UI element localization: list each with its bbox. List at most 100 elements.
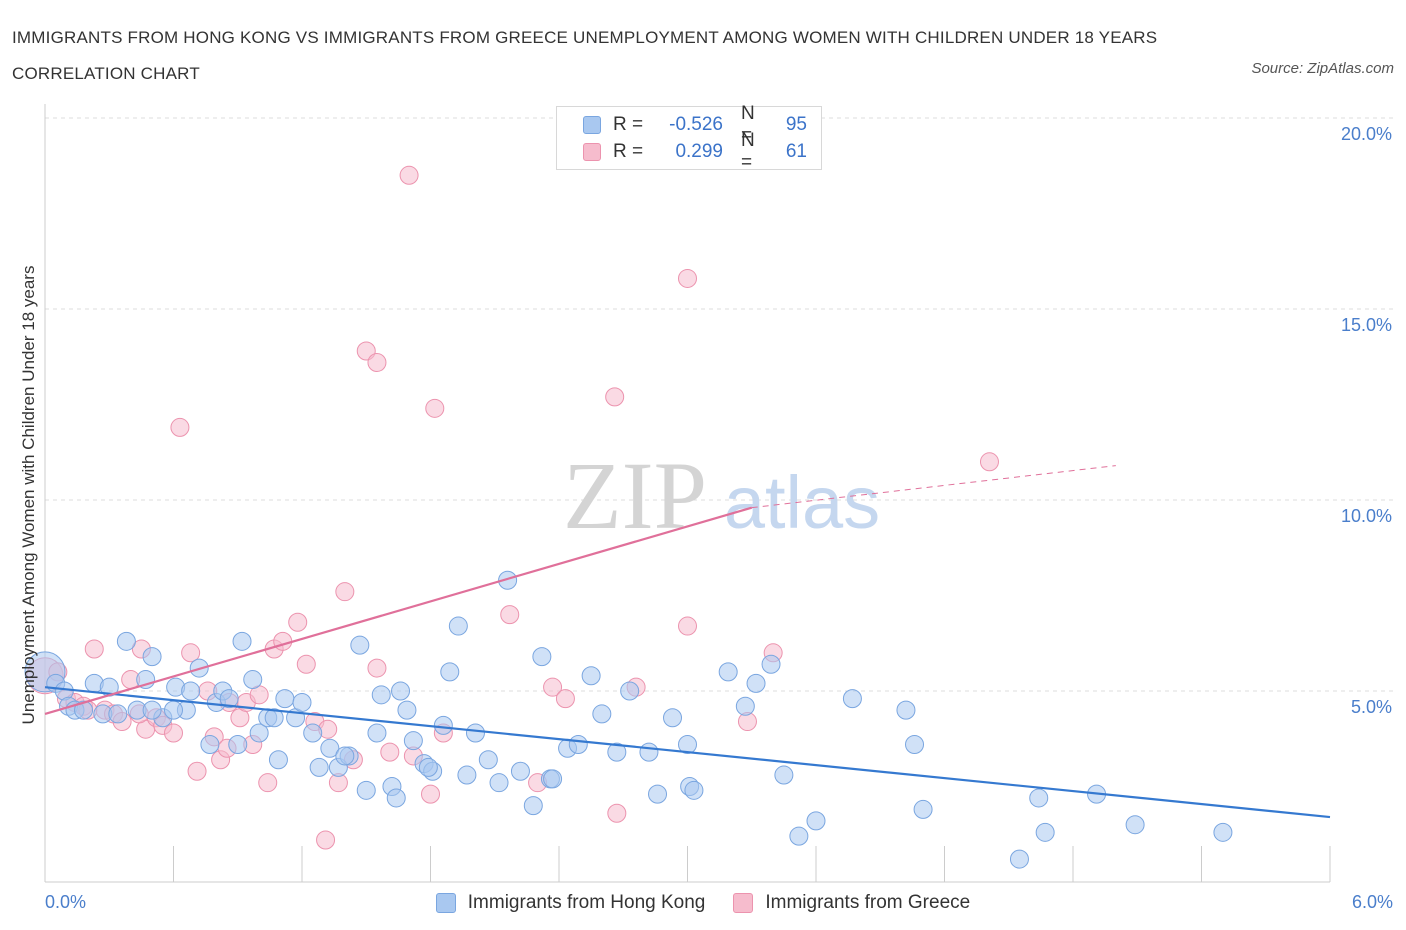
hong-kong-point xyxy=(309,757,329,777)
hong-kong-point xyxy=(335,746,355,766)
greece-point xyxy=(555,689,575,709)
hong-kong-point xyxy=(905,734,925,754)
hong-kong-point xyxy=(142,700,162,720)
x-tick-label: 0.0% xyxy=(45,892,86,912)
hong-kong-point xyxy=(1125,815,1145,835)
legend-row-greece: R = 0.299 N = 61 xyxy=(583,130,807,173)
greece-point xyxy=(543,677,563,697)
hong-kong-point xyxy=(367,723,387,743)
hong-kong-point xyxy=(371,685,391,705)
hong-kong-point xyxy=(678,734,697,754)
hong-kong-point xyxy=(806,811,826,831)
y-tick-label: 20.0% xyxy=(1341,124,1392,144)
n-label: N = xyxy=(741,103,755,146)
greece-point xyxy=(164,723,183,743)
source-note: Source: ZipAtlas.com xyxy=(1251,60,1394,77)
chart-title: IMMIGRANTS FROM HONG KONG VS IMMIGRANTS … xyxy=(12,28,1158,83)
hong-kong-swatch xyxy=(583,116,601,134)
y-tick-label: 10.0% xyxy=(1341,506,1392,526)
hong-kong-point xyxy=(228,734,248,754)
greece-point xyxy=(258,773,278,793)
legend-row-hong-kong: R = -0.526 N = 95 xyxy=(583,103,807,146)
greece-swatch xyxy=(583,143,601,161)
greece-point xyxy=(678,616,697,636)
hong-kong-point xyxy=(639,742,659,762)
hong-kong-point xyxy=(1029,788,1049,808)
hong-kong-point xyxy=(1213,822,1233,842)
greece-swatch xyxy=(733,893,754,913)
hong-kong-point xyxy=(532,647,552,667)
greece-point xyxy=(335,582,355,602)
greece-point xyxy=(425,398,445,418)
greece-point xyxy=(288,612,308,632)
watermark-atlas: atlas xyxy=(724,461,880,544)
tick-labels: 5.0% 10.0% 15.0% 20.0% 0.0% 6.0% xyxy=(45,124,1393,912)
hong-kong-point xyxy=(581,666,601,686)
hong-kong-point xyxy=(200,734,220,754)
legend-item-hong-kong: Immigrants from Hong Kong xyxy=(435,892,706,914)
greece-point xyxy=(316,830,336,850)
greece-point xyxy=(605,387,625,407)
greece-point xyxy=(380,742,400,762)
axes xyxy=(44,104,1331,883)
hong-kong-point xyxy=(386,788,406,808)
greece-point xyxy=(500,605,520,625)
n-value: 61 xyxy=(785,141,807,162)
greece-trend-line xyxy=(44,506,753,715)
correlation-legend: R = -0.526 N = 95 R = 0.299 N = 61 xyxy=(556,103,822,173)
series-legend: Immigrants from Hong Kong Immigrants fro… xyxy=(0,890,1406,916)
hong-kong-point xyxy=(249,723,269,743)
hong-kong-point xyxy=(761,654,781,674)
hong-kong-point xyxy=(164,700,183,720)
hong-kong-point xyxy=(219,689,239,709)
greece-point xyxy=(296,654,316,674)
hong-kong-point xyxy=(320,738,340,758)
greece-point xyxy=(273,631,293,651)
hong-kong-trend-line xyxy=(44,686,1331,819)
greece-point xyxy=(187,761,207,781)
hong-kong-point xyxy=(350,635,370,655)
hong-kong-point xyxy=(268,750,288,770)
hong-kong-point xyxy=(465,723,485,743)
hong-kong-point xyxy=(232,631,252,651)
hong-kong-swatch xyxy=(435,893,456,913)
hong-kong-point xyxy=(842,689,862,709)
hong-kong-point xyxy=(457,765,477,785)
greece-point xyxy=(181,643,201,663)
hong-kong-point xyxy=(498,570,518,590)
hong-kong-point xyxy=(620,681,640,701)
hong-kong-point xyxy=(510,761,530,781)
watermark-zip: ZIP xyxy=(563,442,707,549)
greece-point xyxy=(367,658,387,678)
n-value: 95 xyxy=(785,114,807,135)
hong-kong-point xyxy=(433,715,453,735)
hong-kong-point xyxy=(303,723,323,743)
hong-kong-point xyxy=(292,692,312,712)
hong-kong-point xyxy=(896,700,916,720)
y-tick-label: 5.0% xyxy=(1351,697,1392,717)
hong-kong-point xyxy=(1035,822,1055,842)
greece-point xyxy=(421,784,440,804)
hong-kong-point xyxy=(774,765,794,785)
r-label: R = xyxy=(613,114,644,135)
legend-label: Immigrants from Hong Kong xyxy=(467,892,706,913)
r-label: R = xyxy=(613,141,644,162)
hong-kong-point xyxy=(397,700,417,720)
n-label: N = xyxy=(741,130,755,173)
hong-kong-point xyxy=(607,742,627,762)
legend-item-greece: Immigrants from Greece xyxy=(733,892,970,914)
greece-point xyxy=(170,417,190,437)
greece-point xyxy=(84,639,104,659)
hong-kong-point xyxy=(735,696,755,716)
hong-kong-point xyxy=(718,662,738,682)
hong-kong-point xyxy=(448,616,468,636)
hong-kong-point xyxy=(391,681,411,701)
hong-kong-point xyxy=(543,769,563,789)
hong-kong-point xyxy=(568,734,588,754)
hong-kong-point xyxy=(684,780,704,800)
hong-kong-point xyxy=(592,704,612,724)
hong-kong-point xyxy=(913,799,933,819)
hong-kong-point xyxy=(489,773,509,793)
greece-point xyxy=(678,268,697,288)
hong-kong-point xyxy=(418,757,438,777)
